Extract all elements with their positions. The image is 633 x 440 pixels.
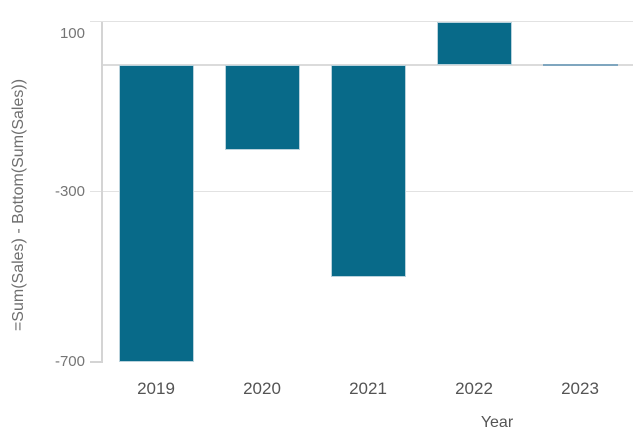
bar-2021[interactable] <box>330 64 406 277</box>
y-axis-line <box>101 22 103 362</box>
x-axis-title: Year <box>480 414 514 431</box>
gridline-100 <box>90 21 633 22</box>
x-tick-label-2019: 2019 <box>137 379 175 398</box>
y-tick-label-100: 100 <box>59 25 85 42</box>
y-tick-label--700: -700 <box>54 353 85 370</box>
x-tick-label-2023: 2023 <box>561 379 599 398</box>
bar-2022[interactable] <box>436 22 512 65</box>
bar-2023[interactable] <box>542 63 618 66</box>
x-tick-label-2022: 2022 <box>455 379 493 398</box>
tick-mark--700 <box>90 361 103 363</box>
y-axis-title: =Sum(Sales) - Bottom(Sum(Sales)) <box>10 78 27 332</box>
y-tick-label--300: -300 <box>54 183 85 200</box>
bar-2020[interactable] <box>224 64 300 150</box>
x-tick-label-2020: 2020 <box>243 379 281 398</box>
bar-2019[interactable] <box>118 64 194 362</box>
x-tick-label-2021: 2021 <box>349 379 387 398</box>
